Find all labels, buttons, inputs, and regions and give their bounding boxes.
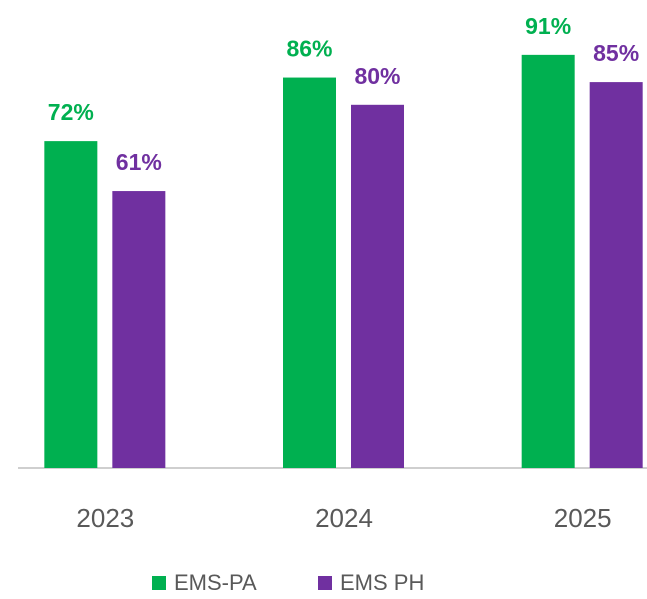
data-label: 91% bbox=[525, 13, 571, 39]
data-label: 61% bbox=[116, 149, 162, 175]
data-label: 72% bbox=[48, 99, 94, 125]
data-label: 86% bbox=[286, 36, 332, 62]
x-tick-label: 2023 bbox=[76, 503, 134, 533]
bar bbox=[589, 82, 643, 468]
legend-swatch bbox=[152, 576, 166, 590]
bar bbox=[44, 141, 98, 468]
legend-label: EMS PH bbox=[340, 570, 424, 595]
bar bbox=[112, 191, 166, 468]
bar bbox=[351, 104, 405, 469]
data-label: 80% bbox=[354, 63, 400, 89]
legend-label: EMS-PA bbox=[174, 570, 257, 595]
x-tick-label: 2024 bbox=[315, 503, 373, 533]
bar bbox=[521, 54, 575, 469]
legend-swatch bbox=[318, 576, 332, 590]
data-label: 85% bbox=[593, 40, 639, 66]
x-tick-label: 2025 bbox=[554, 503, 612, 533]
bar bbox=[283, 77, 337, 468]
